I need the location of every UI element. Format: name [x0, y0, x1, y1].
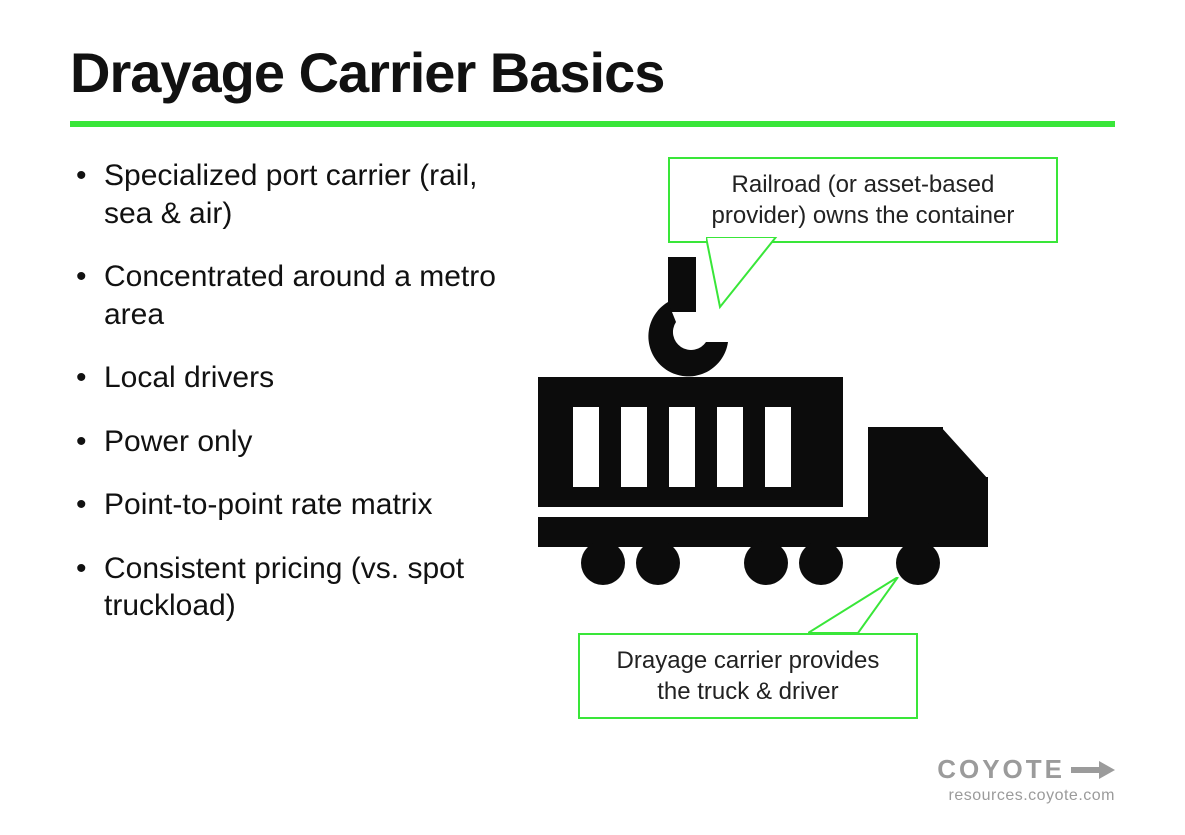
- bullet-item: Power only: [70, 423, 498, 461]
- arrow-icon: [1071, 761, 1115, 779]
- bullet-item: Local drivers: [70, 359, 498, 397]
- callout-container-owner: Railroad (or asset-based provider) owns …: [668, 157, 1058, 243]
- footer: COYOTE resources.coyote.com: [937, 754, 1115, 805]
- callout-carrier-provides: Drayage carrier provides the truck & dri…: [578, 633, 918, 719]
- slide: Drayage Carrier Basics Specialized port …: [0, 0, 1185, 835]
- title-underline: [70, 121, 1115, 127]
- footer-brand-text: COYOTE: [937, 754, 1065, 785]
- bullet-item: Specialized port carrier (rail, sea & ai…: [70, 157, 498, 232]
- bullet-item: Consistent pricing (vs. spot truckload): [70, 550, 498, 625]
- bullet-list: Specialized port carrier (rail, sea & ai…: [70, 157, 498, 757]
- bullet-item: Concentrated around a metro area: [70, 258, 498, 333]
- slide-title: Drayage Carrier Basics: [70, 40, 1115, 117]
- bullet-item: Point-to-point rate matrix: [70, 486, 498, 524]
- graphic-panel: Railroad (or asset-based provider) owns …: [508, 157, 1115, 757]
- content-row: Specialized port carrier (rail, sea & ai…: [70, 157, 1115, 757]
- footer-brand: COYOTE: [937, 754, 1115, 785]
- footer-url: resources.coyote.com: [937, 787, 1115, 805]
- truck-container-icon: [518, 257, 998, 587]
